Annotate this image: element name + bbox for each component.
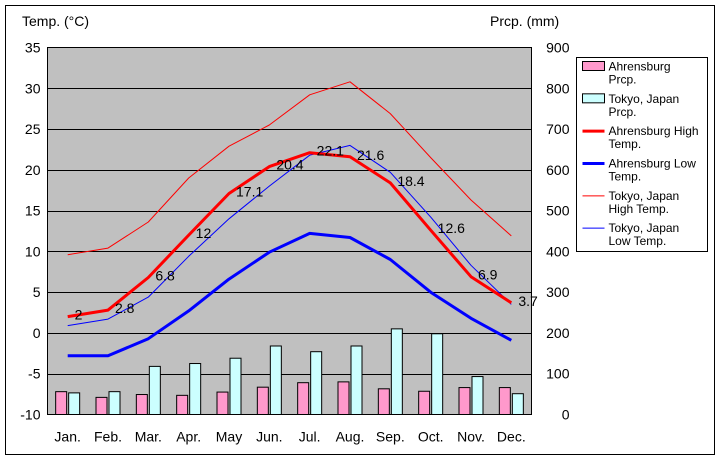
left-tick-label: 30 <box>25 80 41 96</box>
right-tick-label: 800 <box>546 80 570 96</box>
precipitation-bars <box>55 328 524 416</box>
left-tick-label: -10 <box>20 407 40 423</box>
left-tick-label: -5 <box>28 366 41 382</box>
precip-bar <box>256 386 269 416</box>
data-label: 18.4 <box>397 173 424 189</box>
left-tick-label: 15 <box>25 203 41 219</box>
category-label: Jul. <box>299 429 321 445</box>
temp-line <box>67 231 513 358</box>
legend-entry-label: Prcp. <box>609 73 637 87</box>
precip-bar <box>337 381 350 415</box>
data-label: 6.8 <box>155 267 175 283</box>
legend-entry-label: Ahrensburg Low <box>609 157 697 171</box>
precip-bar <box>189 363 202 415</box>
right-tick-label: 0 <box>562 407 570 423</box>
data-label: 12 <box>196 225 212 241</box>
category-label: Jan. <box>54 429 80 445</box>
legend-entry-label: Ahrensburg High <box>609 124 699 138</box>
legend-entry-label: Tokyo, Japan <box>609 221 680 235</box>
data-label: 22.1 <box>317 143 344 159</box>
left-axis-ticks: -10 -5 0 5 10 15 20 25 30 35 <box>20 40 40 423</box>
legend-entry-label: Temp. <box>609 170 642 184</box>
left-tick-label: 20 <box>25 162 41 178</box>
right-axis-title: Prcp. (mm) <box>490 13 559 29</box>
left-tick-label: 0 <box>33 325 41 341</box>
temperature-lines <box>67 81 513 358</box>
data-label: 20.4 <box>276 157 303 173</box>
precip-bar <box>68 392 81 416</box>
precip-bar <box>297 382 310 415</box>
legend-entry-label: Low Temp. <box>609 234 667 248</box>
temp-line <box>67 151 513 319</box>
precip-bar <box>377 388 390 415</box>
precip-bar <box>471 376 484 415</box>
precip-bar <box>458 387 471 416</box>
precip-bar <box>95 396 108 415</box>
legend-entry-label: Prcp. <box>609 105 637 119</box>
right-axis-ticks: 0 100 200 300 400 500 600 700 800 900 <box>546 40 570 423</box>
legend-swatch <box>582 93 605 104</box>
category-label: Nov. <box>457 429 485 445</box>
precip-bar <box>511 393 524 416</box>
category-label: May <box>216 429 242 445</box>
data-label: 6.9 <box>478 267 498 283</box>
precip-bar <box>269 345 282 416</box>
data-labels: 2 2.8 6.8 12 17.1 20.4 22.1 21.6 18.4 12.6 6.9 3.7 <box>75 143 538 323</box>
category-label: Feb. <box>94 429 122 445</box>
precip-bar <box>310 351 323 415</box>
legend-entry-label: Tokyo, Japan <box>609 92 680 106</box>
data-label: 2 <box>75 307 83 323</box>
plot-area <box>47 47 532 415</box>
category-labels: Jan. Feb. Mar. Apr. May Jun. Jul. Aug. Sep. Oct. N… <box>54 429 525 445</box>
legend-entry-label: Tokyo, Japan <box>609 189 680 203</box>
category-label: Apr. <box>176 429 201 445</box>
right-tick-label: 900 <box>546 40 570 56</box>
precip-bar <box>498 387 511 416</box>
right-tick-label: 100 <box>546 366 570 382</box>
precip-bar <box>350 345 363 416</box>
right-tick-label: 300 <box>546 284 570 300</box>
right-tick-label: 600 <box>546 162 570 178</box>
right-tick-label: 500 <box>546 203 570 219</box>
right-tick-label: 400 <box>546 243 570 259</box>
right-tick-label: 200 <box>546 325 570 341</box>
legend-box <box>576 57 708 252</box>
precip-bar <box>216 391 229 416</box>
data-label: 17.1 <box>236 183 263 199</box>
precip-bar <box>418 390 431 415</box>
precip-bar <box>176 394 189 415</box>
category-label: Dec. <box>497 429 526 445</box>
left-tick-label: 5 <box>33 284 41 300</box>
left-axis-title: Temp. (°C) <box>22 13 89 29</box>
data-label: 21.6 <box>357 147 384 163</box>
category-label: Sep. <box>376 429 405 445</box>
left-tick-label: 35 <box>25 40 41 56</box>
left-tick-label: 10 <box>25 243 41 259</box>
precip-bar <box>148 365 161 416</box>
legend-swatch <box>582 61 605 71</box>
data-label: 12.6 <box>438 220 465 236</box>
precip-bar <box>55 391 68 416</box>
precip-bar <box>229 357 242 415</box>
data-label: 2.8 <box>115 300 135 316</box>
temp-line <box>67 144 512 327</box>
precip-bar <box>108 391 121 416</box>
category-label: Aug. <box>336 429 365 445</box>
category-label: Oct. <box>418 429 444 445</box>
left-tick-label: 25 <box>25 121 41 137</box>
precip-bar <box>135 394 148 416</box>
legend-entry-label: Ahrensburg <box>609 60 671 74</box>
legend-entry-label: Temp. <box>609 137 642 151</box>
category-label: Mar. <box>135 429 162 445</box>
temp-line <box>67 81 512 256</box>
precip-bar <box>390 328 403 415</box>
legend-entry-label: High Temp. <box>609 202 669 216</box>
precip-bar <box>431 333 444 416</box>
category-label: Jun. <box>256 429 282 445</box>
right-tick-label: 700 <box>546 121 570 137</box>
data-label: 3.7 <box>518 293 538 309</box>
